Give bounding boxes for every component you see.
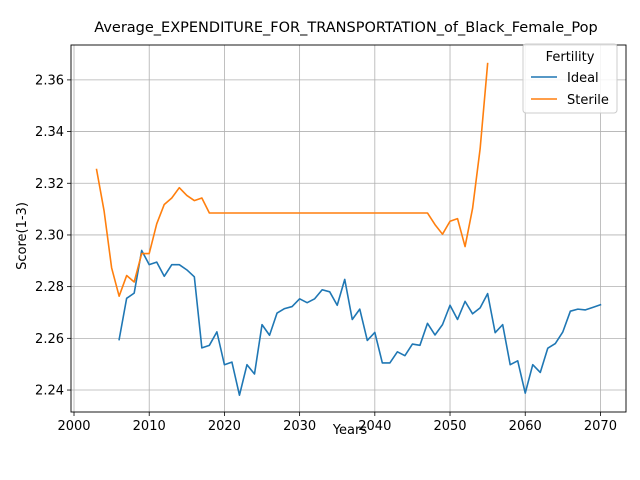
x-tick-label: 2010 [133,419,166,434]
x-tick-label: 2070 [584,419,617,434]
y-tick-label: 2.34 [35,125,64,140]
y-tick-label: 2.28 [35,280,64,295]
legend: Fertility Ideal Sterile [522,43,618,114]
y-tick-label: 2.36 [35,73,64,88]
legend-label-ideal: Ideal [567,71,599,86]
y-axis: 2.24 2.26 2.28 2.30 2.32 2.34 2.36 [35,73,71,399]
x-tick-label: 2060 [509,419,542,434]
y-tick-label: 2.24 [35,384,64,399]
series-layer [95,62,602,397]
x-axis: 2000 2010 2020 2030 2040 2050 2060 2070 [57,412,617,434]
x-tick-label: 2050 [433,419,466,434]
x-tick-label: 2020 [208,419,241,434]
x-tick-label: 2000 [57,419,90,434]
legend-label-sterile: Sterile [567,93,609,108]
plot-frame [70,44,627,413]
x-axis-label: Years [332,423,368,438]
y-axis-label: Score(1-3) [15,202,30,270]
chart-title: Average_EXPENDITURE_FOR_TRANSPORTATION_o… [94,20,597,36]
y-tick-label: 2.30 [35,228,64,243]
legend-title: Fertility [546,50,595,65]
y-tick-label: 2.26 [35,332,64,347]
y-tick-label: 2.32 [35,177,64,192]
series-line-sterile [95,62,489,298]
x-tick-label: 2030 [283,419,316,434]
legend-box [522,43,618,114]
x-tick-label: 2040 [358,419,391,434]
series-line-ideal [118,249,602,397]
